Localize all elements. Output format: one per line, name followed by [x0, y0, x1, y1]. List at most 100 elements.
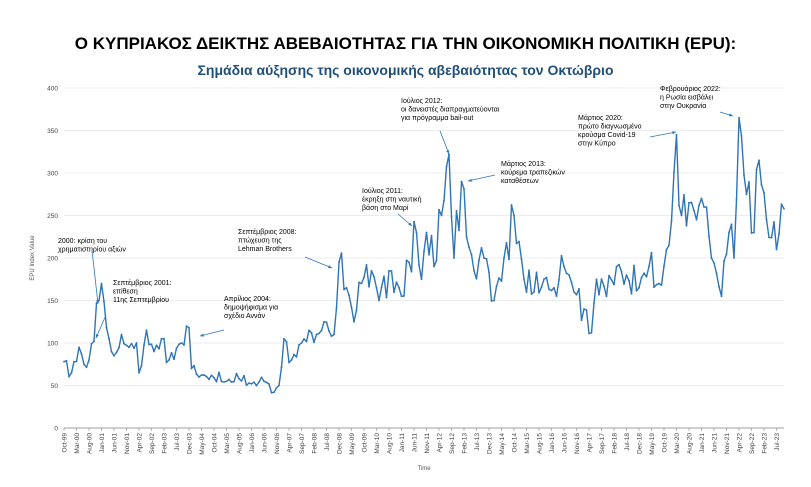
epu-data-point: [443, 199, 445, 202]
epu-data-point: [563, 265, 565, 268]
x-tick-label: Jun-16: [562, 433, 569, 453]
epu-data-point: [143, 344, 145, 346]
epu-data-point: [138, 371, 140, 374]
epu-data-point: [243, 374, 245, 377]
annotation-arrow-a2020: [649, 131, 677, 138]
x-tick-label: Sep-02: [149, 433, 156, 454]
epu-data-point: [258, 381, 260, 383]
epu-data-point: [88, 359, 90, 361]
annotation-text-a2000: 2000: κρίση του: [58, 237, 107, 245]
epu-data-point: [755, 168, 758, 171]
epu-data-point: [635, 289, 638, 292]
epu-data-point: [350, 306, 353, 309]
epu-data-point: [728, 231, 730, 234]
epu-data-point: [475, 277, 478, 280]
epu-data-point: [155, 344, 158, 347]
epu-data-point: [523, 278, 525, 281]
epu-data-point: [460, 180, 463, 183]
epu-data-point: [313, 341, 315, 344]
annotation-text-a2013: καταθέσεων: [501, 177, 539, 185]
epu-data-point: [398, 286, 400, 289]
epu-data-point: [378, 299, 380, 302]
epu-data-point: [170, 351, 173, 354]
epu-data-point: [573, 291, 575, 293]
epu-data-point: [613, 283, 615, 286]
epu-data-point: [473, 269, 475, 272]
epu-data-point: [233, 380, 235, 383]
epu-data-point: [405, 259, 408, 262]
epu-data-point: [595, 278, 598, 281]
epu-data-point: [168, 359, 170, 361]
epu-data-point: [413, 220, 415, 223]
epu-data-point: [740, 135, 743, 137]
epu-data-point: [105, 326, 108, 329]
epu-data-point: [270, 391, 273, 394]
x-tick-label: Aug-00: [87, 433, 94, 454]
epu-data-point: [325, 321, 328, 324]
epu-data-point: [253, 381, 255, 384]
epu-data-point: [568, 274, 570, 276]
annotation-text-a2000: χρηματιστηρίου αξιών: [58, 246, 126, 254]
epu-data-point: [420, 278, 423, 281]
epu-data-point: [730, 223, 733, 226]
epu-data-point: [550, 289, 553, 292]
epu-data-point: [288, 361, 290, 364]
epu-data-point: [590, 331, 593, 334]
epu-data-point: [135, 342, 138, 344]
epu-data-point: [78, 346, 80, 349]
epu-data-point: [153, 350, 155, 353]
annotation-arrowhead-a2020: [672, 131, 676, 135]
x-tick-label: Feb-18: [612, 433, 619, 454]
x-tick-label: Sep-07: [299, 433, 306, 454]
epu-data-point: [393, 291, 395, 294]
epu-data-point: [773, 221, 775, 223]
epu-data-point: [383, 275, 385, 278]
annotation-text-a2008: πτώχευση της: [238, 237, 282, 245]
epu-data-point: [558, 278, 560, 281]
epu-data-point: [100, 282, 103, 285]
epu-data-point: [778, 233, 780, 236]
epu-data-point: [600, 278, 603, 280]
epu-data-point: [428, 253, 430, 256]
annotation-arrowhead-a2013: [468, 178, 472, 182]
epu-data-point: [440, 214, 443, 217]
epu-data-point: [213, 376, 215, 379]
chart-title: Ο ΚΥΠΡΙΑΚΟΣ ΔΕΙΚΤΗΣ ΑΒΕΒΑΙΟΤΗΤΑΣ ΓΙΑ ΤΗΝ…: [74, 34, 737, 53]
annotation-arrow-a2008: [304, 256, 333, 269]
epu-data-point: [95, 302, 98, 305]
epu-data-point: [395, 281, 398, 284]
epu-data-point: [300, 342, 303, 344]
annotation-text-a2020: στην Κύπρο: [578, 140, 616, 148]
epu-data-point: [343, 288, 345, 291]
x-tick-label: Jul-08: [324, 433, 331, 451]
epu-data-point: [278, 384, 280, 387]
epu-data-point: [188, 326, 190, 329]
x-tick-label: Aug-05: [237, 433, 244, 454]
epu-data-point: [683, 194, 685, 196]
annotation-text-a2012: Ιούλιος 2012:: [401, 97, 443, 105]
epu-data-point: [283, 337, 285, 340]
epu-data-point: [353, 320, 355, 323]
epu-data-point: [615, 265, 618, 268]
y-axis-title: EPU Index Value: [30, 235, 36, 281]
epu-data-point: [250, 382, 253, 385]
x-tick-label: Feb-03: [162, 433, 169, 454]
epu-data-point: [80, 353, 83, 355]
epu-data-point: [65, 359, 68, 362]
epu-data-point: [380, 286, 383, 289]
epu-data-point: [400, 295, 403, 298]
epu-data-point: [743, 174, 745, 177]
epu-data-point: [710, 257, 713, 259]
epu-data-point: [158, 347, 160, 350]
epu-data-point: [658, 282, 660, 285]
epu-data-point: [208, 378, 210, 381]
epu-data-point: [333, 333, 335, 336]
epu-data-point: [525, 291, 528, 293]
y-tick-label: 250: [47, 213, 58, 220]
epu-data-point: [675, 133, 678, 136]
x-tick-label: Mar-20: [674, 433, 681, 454]
epu-data-point: [165, 361, 168, 364]
epu-data-point: [670, 220, 673, 223]
epu-data-point: [93, 340, 95, 343]
